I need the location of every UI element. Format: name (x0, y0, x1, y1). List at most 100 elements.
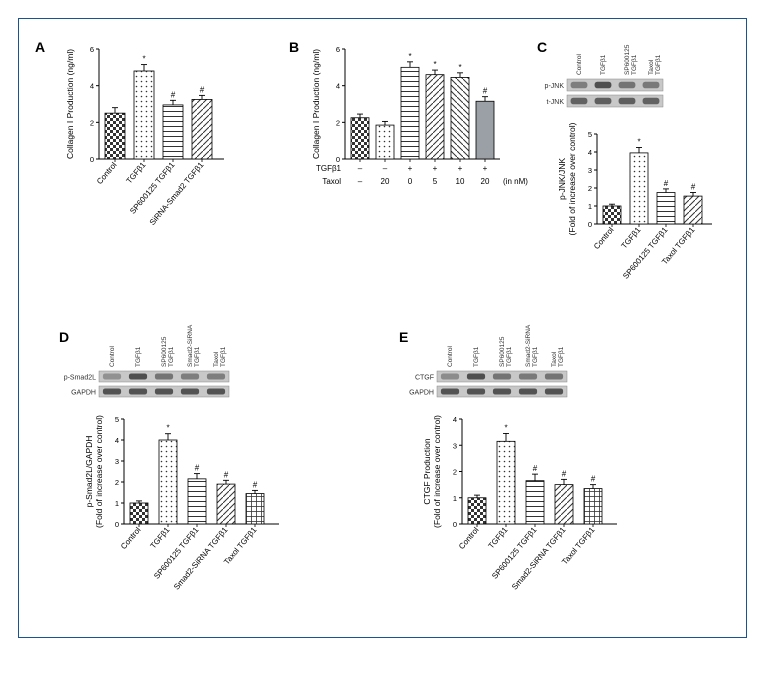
bar (159, 440, 177, 524)
svg-text:p-JNK: p-JNK (545, 83, 565, 90)
svg-text:SP600125: SP600125 (499, 336, 506, 367)
svg-text:*: * (408, 52, 411, 61)
bar-chart: 012345p-Smad2L/GAPDH(Fold of increase ov… (79, 419, 299, 679)
svg-text:*: * (504, 423, 507, 432)
svg-text:Smad2-SiRNA TGFβ1: Smad2-SiRNA TGFβ1 (172, 525, 230, 591)
bar-chart: 01234CTGF Production(Fold of increase ov… (417, 419, 637, 679)
bar (376, 125, 394, 159)
svg-text:p-Smad2L/GAPDH: p-Smad2L/GAPDH (84, 436, 94, 508)
svg-text:*: * (637, 138, 640, 147)
svg-text:Taxol: Taxol (322, 177, 341, 186)
svg-text:1: 1 (453, 494, 457, 503)
bar (584, 489, 602, 524)
svg-text:0: 0 (90, 155, 94, 164)
svg-text:4: 4 (588, 148, 592, 157)
bar (476, 101, 494, 159)
svg-text:Control: Control (109, 345, 116, 367)
svg-text:3: 3 (588, 166, 592, 175)
svg-text:20: 20 (481, 177, 490, 186)
panel-label: A (35, 39, 45, 55)
svg-text:TGFβ1: TGFβ1 (558, 346, 565, 367)
bar-chart: 012345p-JNK/JNK(Fold of increase over co… (557, 134, 722, 349)
svg-text:Smad2-SiRNA: Smad2-SiRNA (187, 324, 194, 367)
svg-text:SiRNA-Smad2 TGFβ1: SiRNA-Smad2 TGFβ1 (148, 160, 206, 227)
western-blot: ControlTGFβ1SP600125TGFβ1Smad2-SiRNATGFβ… (54, 337, 239, 407)
svg-text:0: 0 (408, 177, 413, 186)
svg-text:SP600125: SP600125 (624, 44, 631, 75)
svg-text:TGFβ1: TGFβ1 (473, 346, 480, 367)
svg-text:#: # (253, 480, 258, 489)
bar (426, 75, 444, 159)
bar-chart: 0246Collagen I Production (ng/ml)***#TGF… (307, 49, 507, 289)
bar (246, 494, 264, 524)
svg-text:1: 1 (115, 499, 119, 508)
svg-text:Control: Control (457, 525, 481, 551)
svg-text:*: * (458, 63, 461, 72)
svg-text:TGFβ1: TGFβ1 (600, 54, 607, 75)
svg-text:TGFβ1: TGFβ1 (655, 54, 662, 75)
svg-text:#: # (224, 470, 229, 479)
svg-text:TGFβ1: TGFβ1 (487, 525, 510, 550)
svg-text:t-JNK: t-JNK (547, 99, 565, 106)
svg-text:1: 1 (588, 202, 592, 211)
svg-text:3: 3 (115, 457, 119, 466)
svg-text:SP600125: SP600125 (161, 336, 168, 367)
svg-text:TGFβ1: TGFβ1 (316, 164, 342, 173)
bar (468, 498, 486, 524)
svg-text:TGFβ1: TGFβ1 (620, 225, 643, 250)
svg-text:–: – (358, 177, 363, 186)
bar (657, 193, 675, 225)
bar-chart: 0246Collagen I Production (ng/ml)Control… (59, 49, 229, 289)
svg-text:Taxol: Taxol (551, 351, 558, 367)
svg-text:TGFβ1: TGFβ1 (194, 346, 201, 367)
svg-text:Collagen I Production (ng/ml): Collagen I Production (ng/ml) (311, 49, 321, 159)
bar (192, 99, 212, 159)
svg-text:4: 4 (115, 436, 119, 445)
svg-text:5: 5 (588, 130, 592, 139)
bar (188, 479, 206, 524)
svg-text:0: 0 (588, 220, 592, 229)
svg-text:Collagen I Production (ng/ml): Collagen I Production (ng/ml) (65, 49, 75, 159)
bar (630, 153, 648, 224)
svg-text:TGFβ1: TGFβ1 (532, 346, 539, 367)
svg-text:3: 3 (453, 441, 457, 450)
panel-label: B (289, 39, 299, 55)
svg-text:#: # (200, 85, 205, 94)
svg-text:GAPDH: GAPDH (71, 390, 96, 397)
svg-text:(Fold of increase over control: (Fold of increase over control) (567, 122, 577, 235)
svg-text:*: * (433, 60, 436, 69)
svg-text:2: 2 (453, 468, 457, 477)
svg-text:TGFβ1: TGFβ1 (125, 160, 148, 185)
bar (351, 118, 369, 159)
bar (555, 485, 573, 524)
svg-text:Taxol: Taxol (213, 351, 220, 367)
svg-text:4: 4 (453, 415, 457, 424)
svg-text:Control: Control (576, 53, 583, 75)
svg-text:CTGF: CTGF (415, 375, 434, 382)
svg-text:#: # (664, 179, 669, 188)
svg-text:0: 0 (453, 520, 457, 529)
western-blot: ControlTGFβ1SP600125TGFβ1TaxolTGFβ1p-JNK… (522, 45, 673, 117)
svg-text:TGFβ1: TGFβ1 (506, 346, 513, 367)
svg-text:–: – (383, 164, 388, 173)
bar (134, 71, 154, 159)
svg-text:TGFβ1: TGFβ1 (135, 346, 142, 367)
svg-text:Smad2-SiRNA TGFβ1: Smad2-SiRNA TGFβ1 (510, 525, 568, 591)
svg-text:5: 5 (433, 177, 438, 186)
bar (217, 484, 235, 524)
svg-text:Control: Control (119, 525, 143, 551)
svg-text:TGFβ1: TGFβ1 (149, 525, 172, 550)
bar (603, 206, 621, 224)
svg-text:#: # (591, 475, 596, 484)
svg-text:4: 4 (90, 82, 94, 91)
svg-text:TGFβ1: TGFβ1 (631, 54, 638, 75)
bar (451, 77, 469, 159)
bar (163, 105, 183, 159)
svg-text:(Fold of increase over control: (Fold of increase over control) (94, 415, 104, 528)
svg-text:5: 5 (115, 415, 119, 424)
svg-text:–: – (358, 164, 363, 173)
svg-text:*: * (142, 55, 145, 64)
svg-text:GAPDH: GAPDH (409, 390, 434, 397)
bar (526, 481, 544, 524)
svg-text:10: 10 (456, 177, 465, 186)
